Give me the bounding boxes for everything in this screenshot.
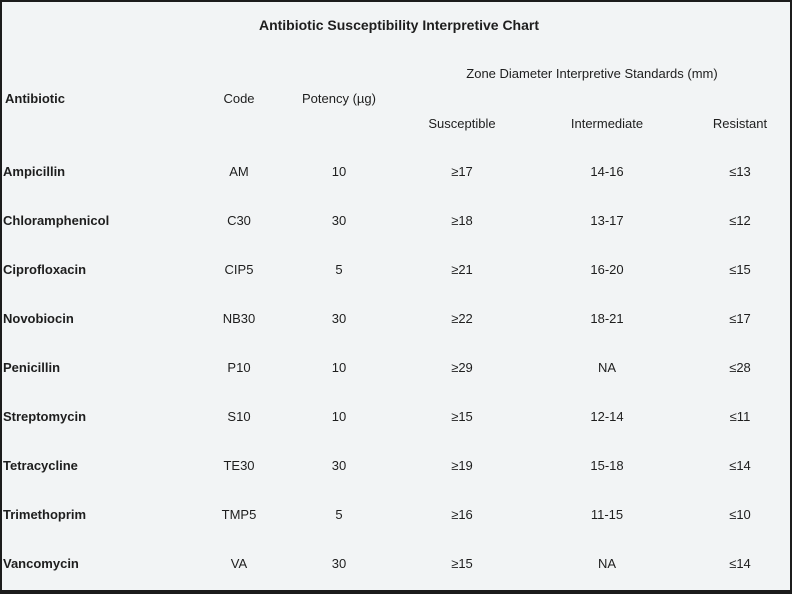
susceptible-value: ≥22 (451, 311, 473, 326)
resistant-value: ≤13 (729, 164, 751, 179)
antibiotic-potency: 10 (331, 164, 347, 179)
column-header-susceptible: Susceptible (428, 116, 496, 131)
susceptible-value: ≥15 (451, 409, 473, 424)
table-row: Trimethoprim TMP5 5 ≥16 11-15 ≤10 (2, 507, 790, 527)
table-row: Chloramphenicol C30 30 ≥18 13-17 ≤12 (2, 213, 790, 233)
table-row: Penicillin P10 10 ≥29 NA ≤28 (2, 360, 790, 380)
susceptible-value: ≥21 (451, 262, 473, 277)
antibiotic-name: Ampicillin (3, 164, 66, 179)
antibiotic-potency: 10 (331, 409, 347, 424)
column-header-resistant: Resistant (712, 116, 768, 131)
table-row: Vancomycin VA 30 ≥15 NA ≤14 (2, 556, 790, 576)
intermediate-value: 12-14 (590, 409, 624, 424)
column-header-antibiotic: Antibiotic (5, 91, 65, 106)
resistant-value: ≤17 (729, 311, 751, 326)
page-title: Antibiotic Susceptibility Interpretive C… (258, 17, 540, 33)
intermediate-value: 18-21 (590, 311, 624, 326)
susceptible-value: ≥15 (451, 556, 473, 571)
table-row: Novobiocin NB30 30 ≥22 18-21 ≤17 (2, 311, 790, 331)
antibiotic-code: TMP5 (221, 507, 257, 522)
intermediate-value: 14-16 (590, 164, 624, 179)
antibiotic-code: C30 (227, 213, 251, 228)
intermediate-value: 11-15 (590, 507, 624, 522)
antibiotic-potency: 5 (335, 262, 343, 277)
column-header-intermediate: Intermediate (570, 116, 644, 131)
column-header-potency: Potency (µg) (302, 91, 376, 106)
intermediate-value: NA (597, 360, 617, 375)
intermediate-value: NA (597, 556, 617, 571)
antibiotic-code: VA (230, 556, 248, 571)
resistant-value: ≤14 (729, 556, 751, 571)
antibiotic-name: Penicillin (3, 360, 61, 375)
antibiotic-name: Ciprofloxacin (3, 262, 87, 277)
table-row: Ampicillin AM 10 ≥17 14-16 ≤13 (2, 164, 790, 184)
column-header-code: Code (223, 91, 255, 106)
table-row: Streptomycin S10 10 ≥15 12-14 ≤11 (2, 409, 790, 429)
susceptible-value: ≥19 (451, 458, 473, 473)
antibiotic-code: P10 (227, 360, 251, 375)
susceptible-value: ≥29 (451, 360, 473, 375)
intermediate-value: 16-20 (590, 262, 624, 277)
antibiotic-name: Chloramphenicol (3, 213, 110, 228)
resistant-value: ≤28 (729, 360, 751, 375)
resistant-value: ≤10 (729, 507, 751, 522)
antibiotic-code: NB30 (222, 311, 256, 326)
table-row: Ciprofloxacin CIP5 5 ≥21 16-20 ≤15 (2, 262, 790, 282)
resistant-value: ≤14 (729, 458, 751, 473)
antibiotic-potency: 30 (331, 556, 347, 571)
intermediate-value: 13-17 (590, 213, 624, 228)
antibiotic-name: Trimethoprim (3, 507, 87, 522)
antibiotic-potency: 30 (331, 458, 347, 473)
table-row: Tetracycline TE30 30 ≥19 15-18 ≤14 (2, 458, 790, 478)
antibiotic-code: TE30 (223, 458, 255, 473)
antibiotic-code: AM (229, 164, 249, 179)
susceptible-value: ≥17 (451, 164, 473, 179)
antibiotic-code: S10 (227, 409, 251, 424)
intermediate-value: 15-18 (590, 458, 624, 473)
antibiotic-name: Novobiocin (3, 311, 74, 326)
antibiotic-name: Streptomycin (3, 409, 87, 424)
resistant-value: ≤12 (729, 213, 751, 228)
antibiotic-code: CIP5 (224, 262, 254, 277)
zone-diameter-header: Zone Diameter Interpretive Standards (mm… (466, 66, 718, 81)
antibiotic-potency: 30 (331, 311, 347, 326)
antibiotic-name: Vancomycin (3, 556, 79, 571)
susceptible-value: ≥18 (451, 213, 473, 228)
antibiotic-potency: 5 (335, 507, 343, 522)
antibiotic-potency: 10 (331, 360, 347, 375)
resistant-value: ≤11 (729, 409, 751, 424)
resistant-value: ≤15 (729, 262, 751, 277)
antibiotic-name: Tetracycline (3, 458, 78, 473)
susceptible-value: ≥16 (451, 507, 473, 522)
antibiotic-potency: 30 (331, 213, 347, 228)
